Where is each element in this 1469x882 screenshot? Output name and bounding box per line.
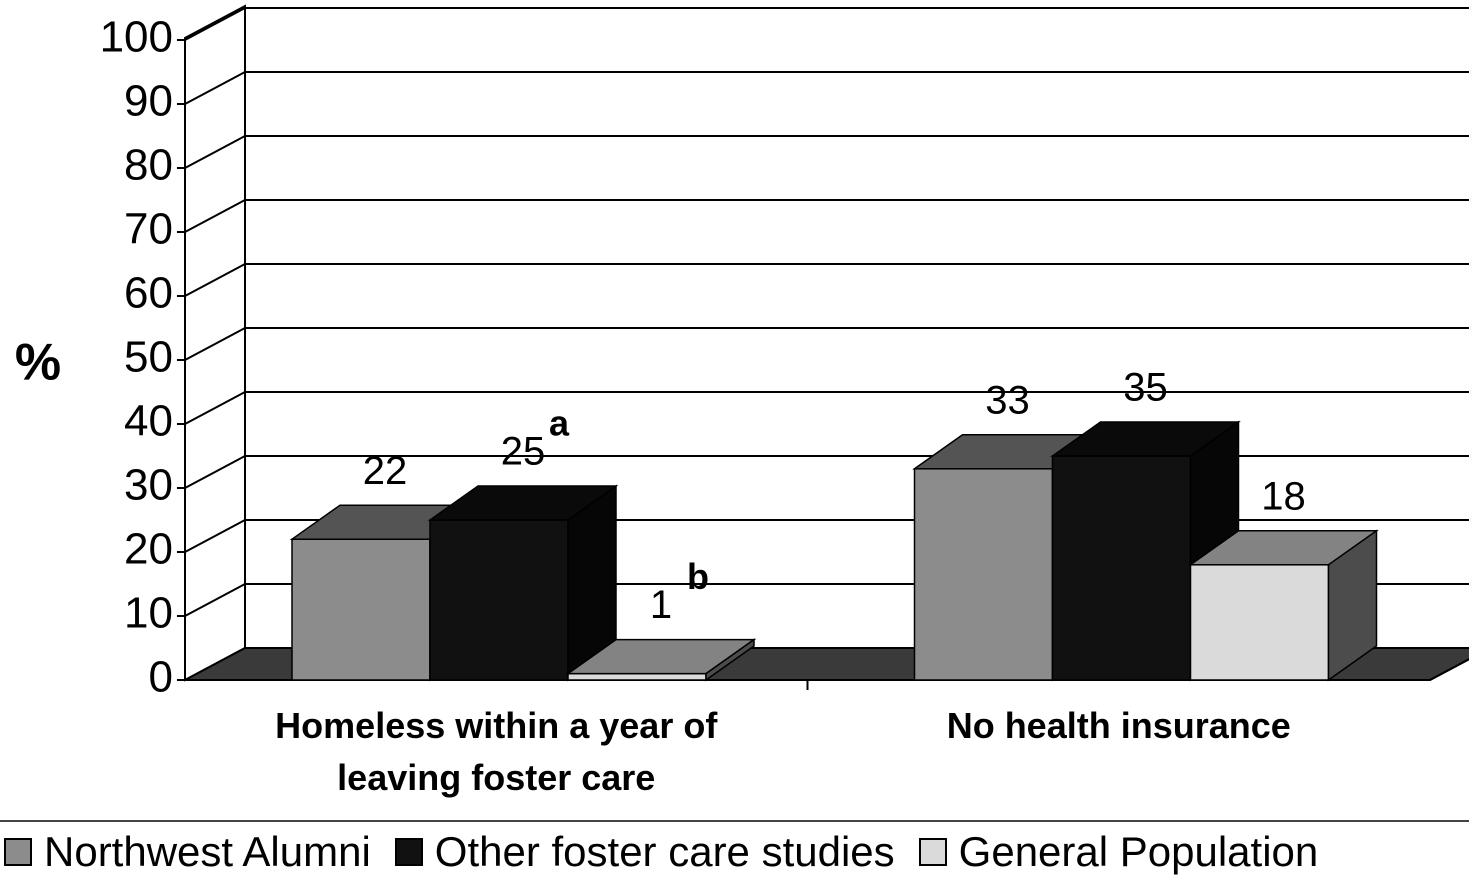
y-tick-label: 40 [124, 397, 173, 446]
grid-line [184, 135, 1469, 169]
legend-item: Other foster care studies [391, 828, 895, 876]
legend-label: General Population [958, 828, 1319, 875]
value-label: 35 [1123, 366, 1168, 410]
legend-swatch [4, 838, 32, 866]
legend-swatch [918, 838, 947, 866]
legend: Northwest Alumni Other foster care studie… [0, 820, 1469, 882]
y-tick-label: 100 [100, 13, 173, 62]
value-label: 22 [363, 449, 408, 493]
grid-line [184, 199, 1469, 233]
annotation: b [687, 556, 709, 597]
grid-line [184, 71, 1469, 105]
legend-item: General Population [915, 828, 1319, 876]
grid-line [184, 263, 1469, 297]
y-tick-label: 50 [124, 333, 173, 382]
grid-line [184, 7, 1469, 41]
annotation: a [549, 403, 570, 444]
y-tick-label: 80 [124, 141, 173, 190]
y-tick-label: 30 [124, 461, 173, 510]
grid-line [184, 327, 1469, 361]
legend-swatch [394, 838, 423, 866]
y-tick-label: 60 [124, 269, 173, 318]
bar-front [429, 519, 569, 681]
y-tick-label: 20 [124, 525, 173, 574]
bar-side [1327, 529, 1378, 682]
grid-line [184, 391, 1469, 425]
x-tick-label: No health insurance [946, 705, 1291, 746]
bar-front [1051, 455, 1192, 681]
value-label: 1 [650, 583, 672, 627]
x-tick-label: Homeless within a year of leaving foster… [275, 705, 718, 798]
value-label: 18 [1261, 474, 1306, 518]
y-tick-label: 90 [124, 77, 173, 126]
value-label: 33 [985, 378, 1030, 422]
chart: % 0 10 20 30 40 50 60 70 80 90 100 22 25a 1b 33 35 18 [15, 4, 1469, 702]
bar-front [913, 468, 1054, 681]
y-tick-label: 10 [124, 589, 173, 638]
y-axis-label: % [15, 334, 61, 392]
value-label: 25 [501, 430, 546, 474]
bar-front [291, 538, 431, 681]
legend-label: Northwest Alumni [44, 828, 371, 875]
bar-front [1189, 564, 1330, 681]
bar-front [567, 672, 707, 681]
bar-side [705, 638, 755, 682]
legend-item: Northwest Alumni [0, 828, 371, 876]
y-tick-label: 0 [149, 653, 173, 702]
y-tick-label: 70 [124, 205, 173, 254]
right-edge [1429, 658, 1469, 681]
legend-label: Other foster care studies [434, 828, 895, 875]
